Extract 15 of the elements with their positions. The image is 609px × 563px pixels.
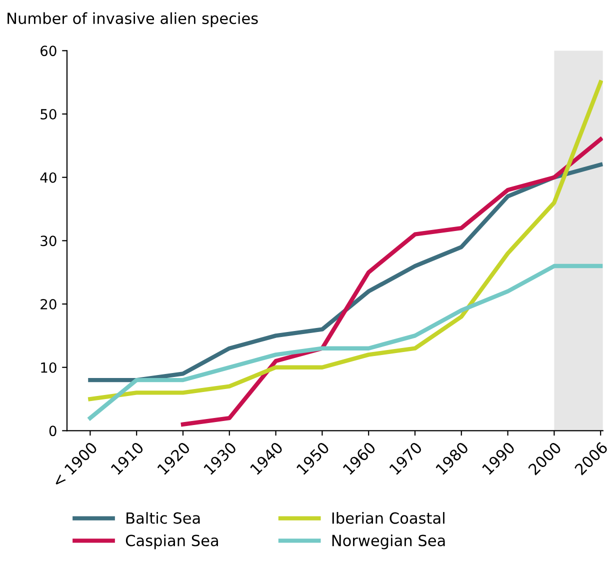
legend-label: Iberian Coastal [332, 512, 444, 524]
legend-label: Norwegian Sea [332, 534, 445, 550]
y-tick-label: 60 [40, 46, 56, 56]
y-tick-label: 0 [49, 426, 56, 436]
y-tick-label: 50 [40, 108, 56, 120]
legend-label: Caspian Sea [126, 534, 218, 550]
y-tick-label: 20 [40, 298, 56, 310]
y-tick-label: 30 [40, 236, 56, 246]
y-tick-label: 40 [40, 172, 56, 183]
y-axis-title: Number of invasive alien species [8, 12, 258, 28]
line-series [88, 264, 603, 420]
y-tick-label: 10 [41, 362, 56, 373]
line-series [88, 80, 603, 402]
line-series [180, 137, 603, 426]
legend-label: Baltic Sea [126, 512, 200, 524]
